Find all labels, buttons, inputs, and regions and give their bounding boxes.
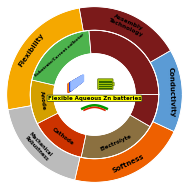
Polygon shape (7, 8, 83, 110)
Text: Cathode: Cathode (51, 127, 75, 146)
FancyBboxPatch shape (98, 79, 113, 89)
Polygon shape (79, 7, 171, 62)
FancyBboxPatch shape (112, 82, 114, 86)
Text: Conductivity: Conductivity (167, 67, 175, 117)
Polygon shape (150, 51, 182, 132)
Polygon shape (69, 76, 81, 92)
Text: Electrolyte: Electrolyte (99, 133, 132, 152)
Polygon shape (70, 76, 82, 91)
Polygon shape (69, 76, 82, 92)
Polygon shape (68, 77, 80, 93)
Polygon shape (75, 122, 174, 182)
Polygon shape (30, 80, 58, 124)
Polygon shape (71, 75, 83, 91)
Text: Softness: Softness (111, 153, 145, 174)
Text: Anode: Anode (39, 91, 46, 111)
Text: Substrate/Current collector: Substrate/Current collector (34, 32, 86, 77)
Text: Flexibility: Flexibility (18, 33, 46, 68)
Polygon shape (81, 115, 150, 159)
Text: Mechanical
Robustness: Mechanical Robustness (23, 131, 53, 162)
Text: Flexible Aqueous Zn batteries: Flexible Aqueous Zn batteries (48, 96, 141, 101)
Polygon shape (68, 77, 81, 92)
Text: Assembly
Technology: Assembly Technology (108, 12, 146, 38)
Polygon shape (37, 113, 86, 157)
Polygon shape (130, 94, 159, 127)
Polygon shape (32, 30, 91, 85)
Polygon shape (70, 75, 83, 91)
Polygon shape (8, 106, 80, 180)
Circle shape (54, 54, 135, 135)
Polygon shape (89, 30, 159, 94)
Polygon shape (71, 75, 84, 91)
